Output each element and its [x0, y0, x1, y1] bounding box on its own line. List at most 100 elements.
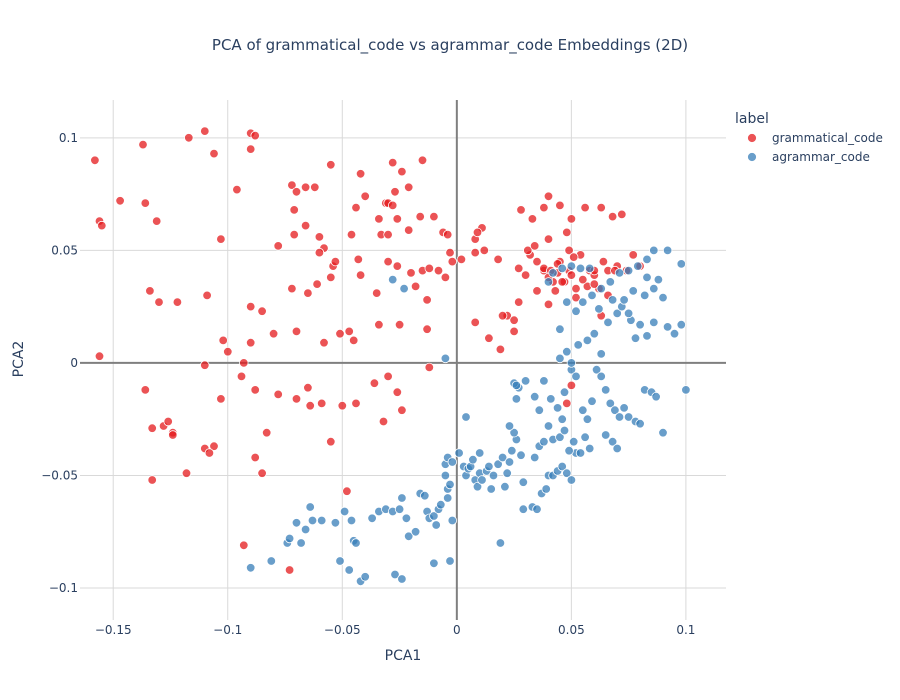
data-point[interactable]	[330, 518, 341, 528]
data-point[interactable]	[236, 371, 247, 382]
data-point[interactable]	[571, 306, 581, 316]
data-point[interactable]	[543, 191, 554, 202]
data-point[interactable]	[500, 482, 510, 492]
data-point[interactable]	[582, 335, 593, 346]
data-point[interactable]	[642, 254, 652, 265]
data-point[interactable]	[97, 220, 107, 231]
data-point[interactable]	[594, 304, 604, 314]
data-point[interactable]	[566, 380, 577, 391]
data-point[interactable]	[390, 569, 400, 580]
data-point[interactable]	[410, 527, 421, 537]
data-point[interactable]	[619, 295, 629, 305]
data-point[interactable]	[619, 403, 629, 413]
data-point[interactable]	[216, 394, 226, 404]
data-point[interactable]	[520, 376, 531, 386]
data-point[interactable]	[651, 392, 661, 402]
data-point[interactable]	[287, 180, 297, 190]
data-point[interactable]	[388, 274, 398, 285]
data-point[interactable]	[649, 317, 659, 328]
data-point[interactable]	[658, 292, 668, 303]
data-point[interactable]	[507, 446, 517, 456]
data-point[interactable]	[559, 387, 570, 397]
data-point[interactable]	[662, 245, 673, 256]
data-point[interactable]	[163, 416, 173, 427]
data-point[interactable]	[445, 556, 455, 566]
data-point[interactable]	[184, 133, 194, 143]
data-point[interactable]	[562, 398, 572, 409]
data-point[interactable]	[662, 322, 673, 332]
data-point[interactable]	[388, 200, 398, 211]
data-point[interactable]	[257, 468, 267, 478]
data-point[interactable]	[209, 148, 219, 159]
data-point[interactable]	[543, 234, 554, 244]
data-point[interactable]	[555, 324, 565, 334]
data-point[interactable]	[140, 385, 151, 395]
data-point[interactable]	[591, 365, 602, 375]
data-point[interactable]	[374, 214, 384, 224]
data-point[interactable]	[422, 324, 432, 334]
legend-item-agrammar-code[interactable]: agrammar_code	[747, 150, 870, 164]
data-point[interactable]	[204, 448, 215, 458]
data-point[interactable]	[346, 229, 357, 240]
data-point[interactable]	[623, 412, 634, 422]
data-point[interactable]	[497, 452, 508, 463]
data-point[interactable]	[262, 428, 272, 438]
data-point[interactable]	[541, 484, 551, 494]
data-point[interactable]	[475, 448, 485, 458]
data-point[interactable]	[628, 286, 638, 296]
data-point[interactable]	[539, 376, 549, 386]
data-point[interactable]	[569, 252, 579, 262]
data-point[interactable]	[326, 272, 336, 283]
data-point[interactable]	[573, 340, 583, 350]
data-point[interactable]	[564, 446, 574, 456]
data-point[interactable]	[516, 450, 526, 460]
data-point[interactable]	[495, 538, 506, 548]
data-point[interactable]	[447, 457, 458, 467]
data-point[interactable]	[440, 272, 451, 283]
data-point[interactable]	[360, 191, 370, 202]
data-point[interactable]	[404, 225, 414, 235]
data-point[interactable]	[534, 405, 545, 415]
data-point[interactable]	[289, 229, 299, 240]
data-point[interactable]	[335, 329, 345, 339]
data-point[interactable]	[598, 256, 609, 267]
data-point[interactable]	[209, 441, 219, 451]
data-point[interactable]	[614, 268, 625, 278]
data-point[interactable]	[569, 437, 579, 447]
data-point[interactable]	[200, 360, 210, 370]
data-point[interactable]	[571, 283, 581, 294]
data-point[interactable]	[649, 283, 659, 294]
data-point[interactable]	[351, 398, 361, 409]
data-point[interactable]	[443, 229, 453, 240]
data-point[interactable]	[653, 274, 664, 285]
data-point[interactable]	[605, 277, 616, 287]
data-point[interactable]	[388, 157, 398, 168]
data-point[interactable]	[307, 515, 318, 526]
data-point[interactable]	[250, 452, 260, 463]
data-point[interactable]	[596, 349, 606, 359]
data-point[interactable]	[445, 479, 455, 490]
data-point[interactable]	[339, 506, 350, 517]
data-point[interactable]	[447, 515, 458, 526]
data-point[interactable]	[607, 295, 618, 305]
data-point[interactable]	[383, 229, 393, 240]
data-point[interactable]	[454, 448, 464, 458]
data-point[interactable]	[557, 277, 567, 287]
data-point[interactable]	[257, 306, 267, 316]
data-point[interactable]	[504, 457, 515, 467]
data-point[interactable]	[566, 270, 577, 280]
data-point[interactable]	[566, 261, 577, 271]
data-point[interactable]	[511, 394, 522, 404]
data-point[interactable]	[216, 234, 226, 244]
data-point[interactable]	[317, 515, 327, 526]
data-point[interactable]	[424, 362, 435, 373]
data-point[interactable]	[266, 556, 277, 566]
data-point[interactable]	[349, 335, 359, 346]
data-point[interactable]	[562, 468, 572, 478]
data-point[interactable]	[415, 211, 425, 222]
data-point[interactable]	[612, 308, 622, 319]
data-point[interactable]	[635, 419, 645, 429]
data-point[interactable]	[300, 182, 311, 193]
data-point[interactable]	[472, 227, 483, 238]
data-point[interactable]	[628, 250, 638, 260]
